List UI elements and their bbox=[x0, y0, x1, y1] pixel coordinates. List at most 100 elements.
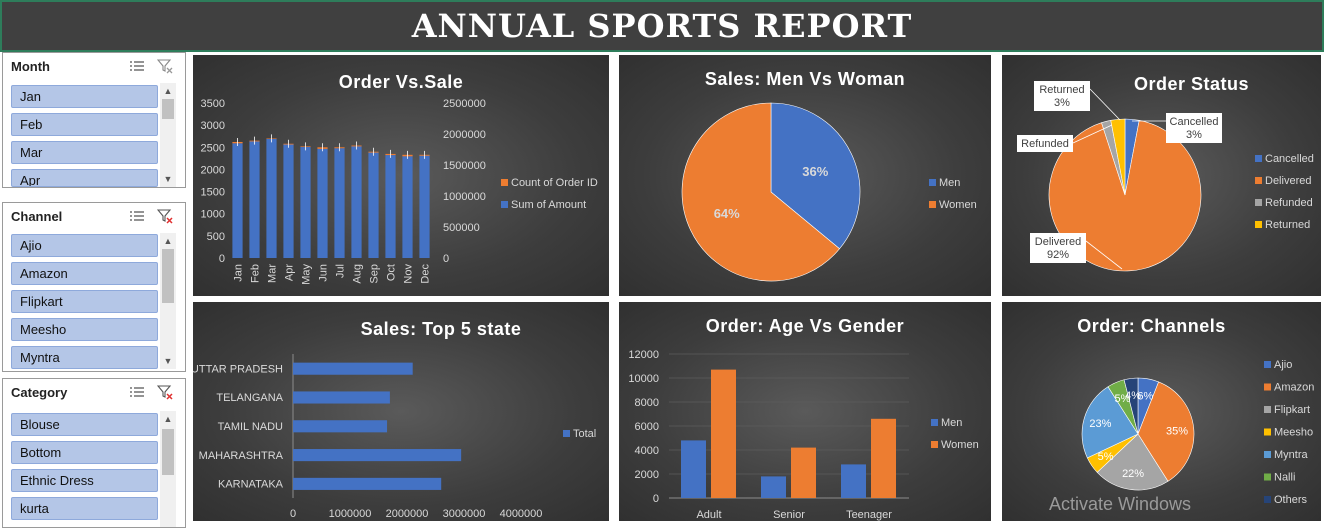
slicer-item-ajio[interactable]: Ajio bbox=[11, 234, 158, 257]
scroll-up-icon[interactable]: ▲ bbox=[163, 86, 173, 96]
channel-slice bbox=[1081, 386, 1139, 459]
bar-sum-of-amount bbox=[368, 152, 379, 258]
channel-slice bbox=[1096, 433, 1169, 491]
y-tick-label: 6000 bbox=[635, 421, 659, 433]
slicer-item-jan[interactable]: Jan bbox=[11, 85, 158, 108]
category-scrollbar[interactable]: ▲ bbox=[160, 411, 176, 527]
slicer-item-bottom[interactable]: Bottom bbox=[11, 441, 158, 464]
legend-swatch bbox=[1264, 406, 1271, 413]
legend-swatch bbox=[1264, 451, 1271, 458]
y-tick-label: 0 bbox=[219, 253, 225, 265]
category-label: UTTAR PRADESH bbox=[193, 363, 283, 375]
legend-label: Amazon bbox=[1274, 382, 1314, 394]
age-gender-bar bbox=[711, 369, 736, 498]
callout-label: Returned bbox=[1039, 84, 1084, 96]
state-bar bbox=[293, 362, 413, 375]
bar-sum-of-amount bbox=[266, 138, 277, 258]
legend-swatch bbox=[1255, 177, 1262, 184]
slicer-item-ethnic-dress[interactable]: Ethnic Dress bbox=[11, 469, 158, 492]
chart-title: Order: Age Vs Gender bbox=[705, 316, 905, 336]
y-tick-label: 4000 bbox=[635, 445, 659, 457]
pie-data-label: 23% bbox=[1089, 418, 1111, 430]
slicer-item-myntra[interactable]: Myntra bbox=[11, 346, 158, 369]
callout-leader bbox=[1085, 240, 1123, 270]
legend-swatch bbox=[501, 179, 508, 186]
legend-label: Women bbox=[941, 439, 979, 451]
multi-select-icon[interactable] bbox=[129, 59, 145, 73]
x-tick-label: Jun bbox=[318, 264, 330, 282]
y-tick-label: 3500 bbox=[201, 98, 225, 110]
slicer-item-flipkart[interactable]: Flipkart bbox=[11, 290, 158, 313]
slicer-item-feb[interactable]: Feb bbox=[11, 113, 158, 136]
month-scrollbar[interactable]: ▲ ▼ bbox=[160, 83, 176, 187]
x-tick-label: Apr bbox=[284, 264, 296, 281]
slicer-item-kurta[interactable]: kurta bbox=[11, 497, 158, 520]
scroll-down-icon[interactable]: ▼ bbox=[163, 174, 173, 184]
callout-leader bbox=[1089, 88, 1121, 121]
y-tick-label: 2500 bbox=[201, 142, 225, 154]
callout-label: Delivered bbox=[1035, 236, 1081, 248]
scroll-thumb[interactable] bbox=[162, 429, 174, 475]
y-tick-label: 1000 bbox=[201, 209, 225, 221]
order-status-slice bbox=[1048, 119, 1202, 272]
panel-order-channels: Order: Channels 6% 35% 22% 5% 23% 5% 4% Ajio Ama… bbox=[1002, 302, 1321, 521]
age-gender-bar bbox=[681, 440, 706, 498]
category-slicer-title: Category bbox=[11, 384, 68, 400]
legend-label: Myntra bbox=[1274, 449, 1309, 461]
slicer-item-amazon[interactable]: Amazon bbox=[11, 262, 158, 285]
y-tick-label: 12000 bbox=[628, 349, 659, 361]
y-tick-label: 500 bbox=[207, 231, 225, 243]
multi-select-icon[interactable] bbox=[129, 385, 145, 399]
bar-sum-of-amount bbox=[385, 155, 396, 258]
bar-sum-of-amount bbox=[317, 148, 328, 258]
multi-select-icon[interactable] bbox=[129, 209, 145, 223]
slicer-item-meesho[interactable]: Meesho bbox=[11, 318, 158, 341]
pie-data-label: 22% bbox=[1122, 468, 1144, 480]
bar-sum-of-amount bbox=[249, 141, 260, 258]
sales-men-women-chart: 36% 64% Men Women bbox=[681, 102, 977, 282]
x-tick-label: Sep bbox=[369, 264, 381, 284]
x-tick-label: Adult bbox=[696, 509, 721, 521]
scroll-down-icon[interactable]: ▼ bbox=[163, 356, 173, 366]
slicer-item-blouse[interactable]: Blouse bbox=[11, 413, 158, 436]
legend-label: Women bbox=[939, 199, 977, 211]
slicer-item-mar[interactable]: Mar bbox=[11, 141, 158, 164]
legend-label: Nalli bbox=[1274, 472, 1295, 484]
panel-sales-men-women: Sales: Men Vs Woman 36% 64% Men Women bbox=[619, 55, 991, 296]
y-tick-label: 1500 bbox=[201, 187, 225, 199]
state-bar bbox=[293, 449, 462, 462]
y-tick-label: 3000 bbox=[201, 120, 225, 132]
channel-slice bbox=[1123, 377, 1139, 435]
chart-title: Sales: Men Vs Woman bbox=[704, 69, 906, 89]
scroll-thumb[interactable] bbox=[162, 249, 174, 303]
legend-label: Total bbox=[573, 428, 596, 440]
legend-swatch bbox=[1255, 221, 1262, 228]
x-tick-label: May bbox=[301, 264, 313, 285]
x-tick-label: 2000000 bbox=[386, 508, 429, 520]
scroll-up-icon[interactable]: ▲ bbox=[163, 414, 173, 424]
legend-swatch bbox=[929, 179, 936, 186]
clear-filter-icon[interactable] bbox=[157, 208, 173, 224]
legend-swatch bbox=[931, 441, 938, 448]
x-tick-label: Teenager bbox=[846, 509, 892, 521]
x-tick-label: Feb bbox=[250, 264, 262, 283]
scroll-thumb[interactable] bbox=[162, 99, 174, 119]
month-slicer-header: Month bbox=[3, 53, 185, 79]
state-bar bbox=[293, 391, 390, 404]
scroll-up-icon[interactable]: ▲ bbox=[163, 236, 173, 246]
age-gender-bar bbox=[791, 447, 816, 498]
pie-data-label: 64% bbox=[714, 206, 740, 221]
clear-filter-icon[interactable] bbox=[157, 384, 173, 400]
callout-box bbox=[1034, 81, 1090, 111]
bar-sum-of-amount bbox=[334, 148, 345, 258]
legend-swatch bbox=[929, 201, 936, 208]
channel-scrollbar[interactable]: ▲ ▼ bbox=[160, 233, 176, 369]
legend-swatch bbox=[1264, 473, 1271, 481]
clear-filter-icon[interactable] bbox=[157, 58, 173, 74]
x-tick-label: Nov bbox=[403, 264, 415, 284]
x-tick-label: Mar bbox=[267, 264, 279, 283]
pie-data-label: 5% bbox=[1114, 393, 1130, 405]
category-label: MAHARASHTRA bbox=[199, 450, 284, 462]
legend-swatch bbox=[1264, 428, 1271, 436]
slicer-item-apr[interactable]: Apr bbox=[11, 169, 158, 187]
